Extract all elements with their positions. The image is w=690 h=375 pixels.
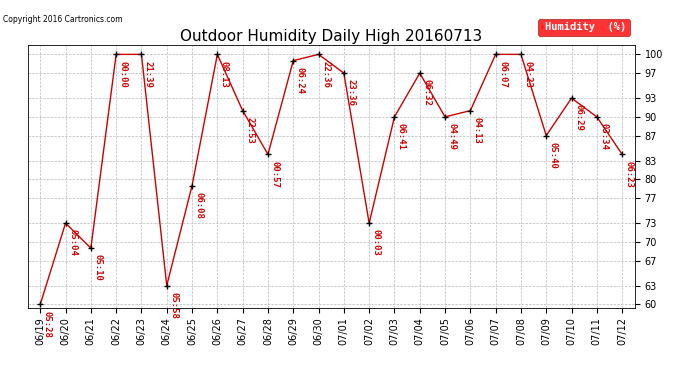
Text: 00:03: 00:03 (372, 230, 381, 256)
Legend: Humidity  (%): Humidity (%) (538, 19, 629, 36)
Text: 22:53: 22:53 (245, 117, 254, 144)
Text: 05:28: 05:28 (43, 310, 52, 338)
Text: 23:36: 23:36 (346, 80, 355, 106)
Text: 03:34: 03:34 (600, 123, 609, 150)
Text: 06:23: 06:23 (624, 160, 633, 188)
Text: 08:13: 08:13 (220, 61, 229, 87)
Text: 06:29: 06:29 (574, 104, 583, 131)
Text: 21:39: 21:39 (144, 61, 153, 87)
Text: 05:10: 05:10 (93, 254, 102, 281)
Text: 06:08: 06:08 (195, 192, 204, 219)
Text: 05:04: 05:04 (68, 230, 77, 256)
Title: Outdoor Humidity Daily High 20160713: Outdoor Humidity Daily High 20160713 (180, 29, 482, 44)
Text: 06:07: 06:07 (498, 61, 507, 87)
Text: 04:49: 04:49 (448, 123, 457, 150)
Text: 04:23: 04:23 (524, 61, 533, 87)
Text: 00:00: 00:00 (119, 61, 128, 87)
Text: Copyright 2016 Cartronics.com: Copyright 2016 Cartronics.com (3, 15, 123, 24)
Text: 06:41: 06:41 (397, 123, 406, 150)
Text: 06:32: 06:32 (422, 80, 431, 106)
Text: 22:36: 22:36 (321, 61, 330, 87)
Text: 00:57: 00:57 (270, 160, 279, 188)
Text: 06:24: 06:24 (296, 67, 305, 94)
Text: 04:13: 04:13 (473, 117, 482, 144)
Text: 05:58: 05:58 (169, 292, 178, 319)
Text: 05:40: 05:40 (549, 142, 558, 169)
